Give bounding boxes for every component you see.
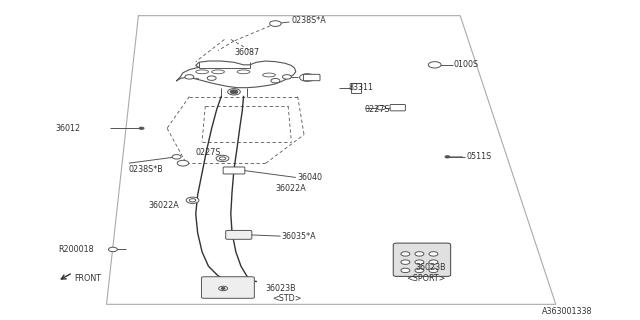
Circle shape [177,160,189,166]
Circle shape [401,260,410,264]
Circle shape [401,268,410,273]
Circle shape [207,76,216,80]
Circle shape [269,21,281,27]
Text: FRONT: FRONT [75,275,102,284]
Circle shape [220,157,226,160]
FancyBboxPatch shape [202,277,254,298]
Circle shape [415,268,424,273]
Circle shape [108,247,117,252]
Circle shape [189,199,196,202]
Circle shape [172,155,181,159]
Ellipse shape [237,70,250,74]
Text: R200018: R200018 [59,245,94,254]
FancyBboxPatch shape [303,74,320,81]
Text: 36022A: 36022A [275,184,306,193]
Circle shape [429,260,438,264]
Ellipse shape [196,70,209,74]
Text: 36023B: 36023B [415,263,446,272]
Circle shape [429,268,438,273]
Text: 0238S*B: 0238S*B [129,165,164,174]
Text: A363001338: A363001338 [541,307,592,316]
Circle shape [230,90,238,94]
Circle shape [186,197,199,204]
Circle shape [271,78,280,83]
Text: 36087: 36087 [234,48,259,57]
Circle shape [219,286,228,291]
FancyBboxPatch shape [226,230,252,239]
Text: 36023B: 36023B [266,284,296,293]
Circle shape [300,74,315,81]
Text: 36022A: 36022A [148,201,179,210]
Text: <STD>: <STD> [272,294,301,303]
FancyBboxPatch shape [390,105,405,111]
Text: 36012: 36012 [56,124,81,133]
Text: 83311: 83311 [349,83,374,92]
Circle shape [428,62,441,68]
Text: 0227S: 0227S [196,148,221,156]
Circle shape [415,260,424,264]
Circle shape [139,127,144,130]
FancyBboxPatch shape [223,167,245,174]
Ellipse shape [262,73,275,77]
Circle shape [282,75,291,79]
Text: 0238S*A: 0238S*A [291,16,326,25]
FancyBboxPatch shape [394,243,451,276]
Circle shape [216,155,229,162]
Circle shape [429,252,438,256]
Circle shape [185,75,194,79]
Text: <SPORT>: <SPORT> [406,274,445,283]
Text: 36035*A: 36035*A [282,232,316,241]
Circle shape [415,252,424,256]
Circle shape [228,89,241,95]
Circle shape [445,156,450,158]
Circle shape [377,105,386,110]
Text: 36040: 36040 [298,173,323,182]
Text: 0100S: 0100S [454,60,479,69]
Text: 0227S: 0227S [365,105,390,114]
Circle shape [401,252,410,256]
Text: 0511S: 0511S [467,152,492,161]
Circle shape [221,288,225,289]
Ellipse shape [212,70,225,74]
